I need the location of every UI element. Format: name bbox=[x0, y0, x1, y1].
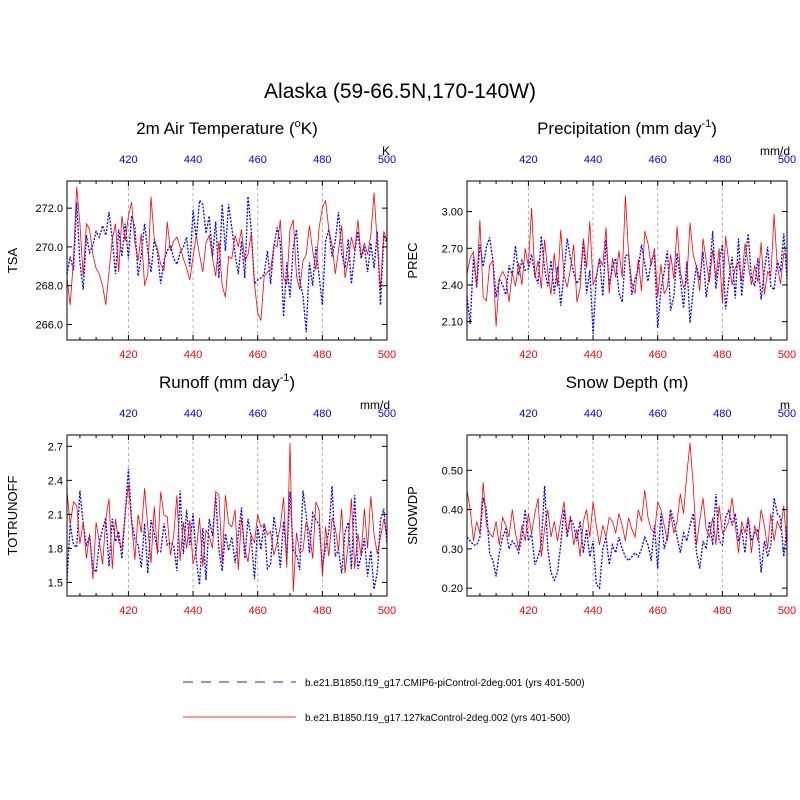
y-tick-label: 0.20 bbox=[442, 583, 463, 595]
panel-air-temperature: 2m Air Temperature (oK) K 266.0 268.0 270.0 2… bbox=[5, 118, 396, 361]
x-tick-label-bottom: 440 bbox=[184, 349, 202, 361]
title-text: 2m Air Temperature ( bbox=[136, 119, 295, 138]
title-superscript: -1 bbox=[701, 118, 711, 130]
x-tick-label-bottom: 460 bbox=[249, 349, 267, 361]
x-tick-label-top: 480 bbox=[313, 154, 331, 166]
legend-label-a: b.e21.B1850.f19_g17.CMIP6-piControl-2deg… bbox=[305, 678, 585, 689]
title-text-end: ) bbox=[711, 119, 717, 138]
y-tick-label: 268.0 bbox=[35, 281, 63, 293]
title-text: Runoff (mm day bbox=[159, 373, 280, 392]
y-tick-label: 2.40 bbox=[442, 280, 463, 292]
x-tick-label-top: 500 bbox=[778, 154, 796, 166]
figure-title: Alaska (59-66.5N,170-140W) bbox=[264, 80, 536, 103]
x-tick-label-bottom: 500 bbox=[378, 349, 396, 361]
x-tick-label-top: 440 bbox=[584, 154, 602, 166]
x-tick-label-top: 440 bbox=[584, 408, 602, 420]
x-tick-label-top: 420 bbox=[119, 408, 137, 420]
x-tick-label-bottom: 480 bbox=[713, 349, 731, 361]
x-tick-label-bottom: 440 bbox=[184, 605, 202, 617]
top-unit-label: mm/d bbox=[360, 398, 390, 412]
x-tick-label-top: 420 bbox=[519, 408, 537, 420]
top-unit-label: m bbox=[780, 398, 790, 412]
y-tick-label: 270.0 bbox=[35, 242, 63, 254]
x-tick-label-bottom: 460 bbox=[249, 605, 267, 617]
y-axis-label: PREC bbox=[405, 242, 420, 278]
y-tick-label: 2.70 bbox=[442, 243, 463, 255]
x-tick-label-bottom: 420 bbox=[119, 605, 137, 617]
panel-title: 2m Air Temperature (oK) bbox=[136, 118, 318, 138]
x-tick-label-top: 500 bbox=[378, 408, 396, 420]
title-superscript: -1 bbox=[280, 372, 290, 384]
x-tick-label-top: 480 bbox=[713, 154, 731, 166]
x-tick-label-bottom: 460 bbox=[649, 605, 667, 617]
x-tick-label-bottom: 480 bbox=[313, 605, 331, 617]
x-tick-label-bottom: 500 bbox=[378, 605, 396, 617]
y-tick-label: 2.4 bbox=[48, 475, 63, 487]
series-127ka-line bbox=[66, 442, 388, 592]
x-tick-label-top: 440 bbox=[184, 408, 202, 420]
plot-frame bbox=[466, 434, 788, 597]
series-piControl-line bbox=[66, 468, 388, 590]
x-tick-label-top: 460 bbox=[649, 408, 667, 420]
x-tick-label-bottom: 480 bbox=[713, 605, 731, 617]
x-tick-label-bottom: 420 bbox=[519, 349, 537, 361]
y-tick-label: 2.1 bbox=[48, 509, 63, 521]
y-tick-label: 1.8 bbox=[48, 543, 63, 555]
y-tick-label: 3.00 bbox=[442, 207, 463, 219]
y-tick-label: 2.7 bbox=[48, 441, 63, 453]
x-tick-label-bottom: 420 bbox=[119, 349, 137, 361]
x-tick-label-bottom: 460 bbox=[649, 349, 667, 361]
x-tick-label-top: 440 bbox=[184, 154, 202, 166]
series-127ka-line bbox=[466, 195, 788, 327]
legend: b.e21.B1850.f19_g17.CMIP6-piControl-2deg… bbox=[183, 678, 585, 724]
x-tick-label-top: 500 bbox=[778, 408, 796, 420]
x-tick-label-top: 480 bbox=[313, 408, 331, 420]
panel-snow-depth: Snow Depth (m) m 0.20 0.30 0.40 0.50 420 420 440… bbox=[405, 373, 796, 617]
plot-frame bbox=[66, 180, 388, 341]
series-piControl-line bbox=[466, 485, 788, 590]
series-127ka-line bbox=[466, 442, 788, 557]
x-tick-label-bottom: 500 bbox=[778, 605, 796, 617]
x-tick-label-top: 500 bbox=[378, 154, 396, 166]
series-piControl-line bbox=[66, 196, 388, 333]
title-text-end: K) bbox=[301, 119, 318, 138]
legend-label-b: b.e21.B1850.f19_g17.127kaControl-2deg.00… bbox=[305, 713, 570, 724]
title-text-end: ) bbox=[289, 373, 295, 392]
top-unit-label: mm/d bbox=[760, 144, 790, 158]
y-tick-label: 0.30 bbox=[442, 544, 463, 556]
title-text: Snow Depth (m) bbox=[566, 373, 689, 392]
x-tick-label-top: 480 bbox=[713, 408, 731, 420]
panel-precipitation: Precipitation (mm day-1) mm/d 2.10 2.40 2.70… bbox=[405, 118, 796, 361]
x-tick-label-top: 460 bbox=[249, 408, 267, 420]
panel-title: Runoff (mm day-1) bbox=[159, 372, 295, 392]
x-tick-label-top: 460 bbox=[649, 154, 667, 166]
panel-title: Precipitation (mm day-1) bbox=[537, 118, 717, 138]
x-tick-label-top: 420 bbox=[119, 154, 137, 166]
y-tick-label: 272.0 bbox=[35, 203, 63, 215]
y-axis-label: SNOWDP bbox=[405, 486, 420, 545]
x-tick-label-bottom: 440 bbox=[584, 349, 602, 361]
y-tick-label: 0.40 bbox=[442, 505, 463, 517]
x-tick-label-bottom: 420 bbox=[519, 605, 537, 617]
plot-frame bbox=[66, 434, 388, 597]
x-tick-label-bottom: 440 bbox=[584, 605, 602, 617]
y-tick-label: 266.0 bbox=[35, 319, 63, 331]
x-tick-label-bottom: 480 bbox=[313, 349, 331, 361]
x-tick-label-top: 420 bbox=[519, 154, 537, 166]
x-tick-label-bottom: 500 bbox=[778, 349, 796, 361]
title-superscript: o bbox=[295, 118, 301, 130]
panel-runoff: Runoff (mm day-1) mm/d 1.5 1.8 2.1 2.4 2.7 420 4… bbox=[5, 372, 396, 617]
series-127ka-line bbox=[66, 186, 388, 321]
top-unit-label: K bbox=[382, 144, 390, 158]
title-text: Precipitation (mm day bbox=[537, 119, 702, 138]
y-tick-label: 2.10 bbox=[442, 317, 463, 329]
plot-frame bbox=[466, 180, 788, 341]
panel-title: Snow Depth (m) bbox=[566, 373, 689, 392]
y-axis-label: TOTRUNOFF bbox=[5, 475, 20, 555]
y-tick-label: 1.5 bbox=[48, 577, 63, 589]
y-axis-label: TSA bbox=[5, 248, 20, 274]
x-tick-label-top: 460 bbox=[249, 154, 267, 166]
y-tick-label: 0.50 bbox=[442, 465, 463, 477]
